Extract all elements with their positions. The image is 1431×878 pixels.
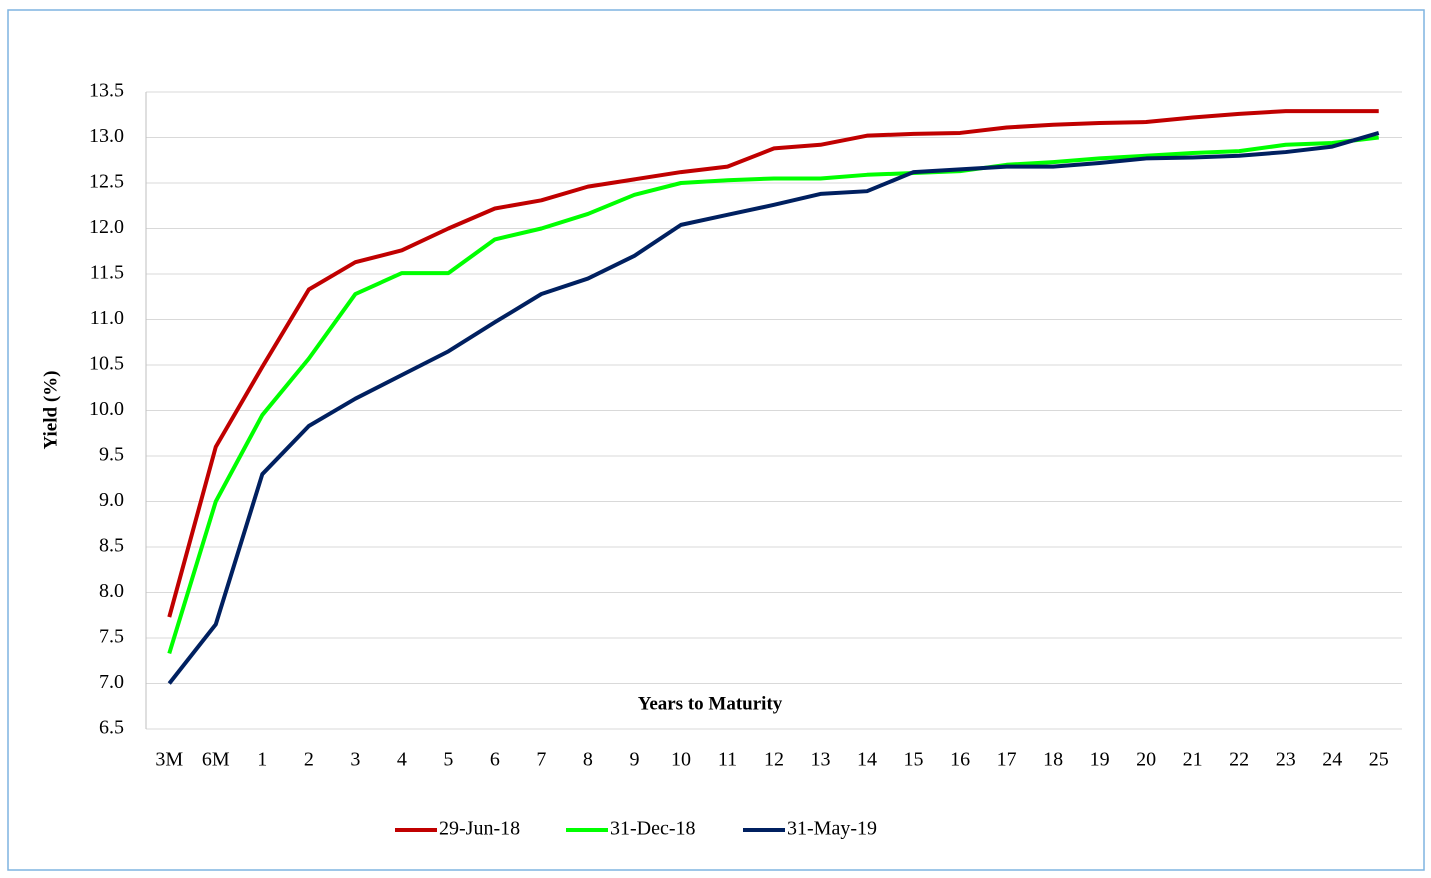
x-tick-label: 15 (904, 749, 924, 771)
x-tick-label: 24 (1322, 749, 1342, 771)
y-tick-label: 12.0 (89, 216, 124, 238)
x-tick-label: 23 (1276, 749, 1296, 771)
y-tick-label: 11.5 (90, 262, 124, 284)
x-tick-label: 10 (671, 749, 691, 771)
legend-label: 31-May-19 (787, 818, 877, 840)
y-tick-label: 8.5 (99, 535, 124, 557)
series-line (167, 131, 1380, 685)
y-tick-label: 13.0 (89, 125, 124, 147)
x-tick-label: 18 (1043, 749, 1063, 771)
x-tick-label: 14 (857, 749, 877, 771)
x-tick-label: 19 (1090, 749, 1110, 771)
y-tick-label: 6.5 (99, 717, 124, 739)
x-tick-label: 11 (718, 749, 737, 771)
series-line (167, 109, 1379, 618)
x-tick-label: 7 (536, 749, 546, 771)
y-tick-label: 7.0 (99, 671, 124, 693)
x-tick-label: 4 (397, 749, 407, 771)
x-tick-label: 20 (1136, 749, 1156, 771)
y-tick-label: 13.5 (89, 80, 124, 102)
y-axis-label: Yield (%) (40, 371, 61, 450)
x-tick-label: 3M (155, 749, 183, 771)
x-tick-label: 6 (490, 749, 500, 771)
legend-label: 29-Jun-18 (439, 818, 520, 840)
x-tick-label: 6M (202, 749, 230, 771)
y-tick-label: 7.5 (99, 626, 124, 648)
chart-border (7, 9, 1425, 871)
x-tick-label: 25 (1369, 749, 1389, 771)
y-tick-label: 9.0 (99, 489, 124, 511)
y-tick-label: 8.0 (99, 580, 124, 602)
y-tick-label: 10.5 (89, 353, 124, 375)
x-tick-label: 2 (304, 749, 314, 771)
x-axis-label: Years to Maturity (638, 693, 783, 714)
x-tick-label: 16 (950, 749, 970, 771)
series-line (167, 135, 1379, 655)
x-tick-label: 5 (443, 749, 453, 771)
y-tick-label: 11.0 (90, 307, 124, 329)
x-tick-label: 9 (629, 749, 639, 771)
x-tick-label: 12 (764, 749, 784, 771)
y-tick-label: 9.5 (99, 444, 124, 466)
x-tick-label: 21 (1183, 749, 1203, 771)
x-tick-label: 1 (257, 749, 267, 771)
y-tick-label: 12.5 (89, 171, 124, 193)
x-tick-label: 8 (583, 749, 593, 771)
x-tick-label: 13 (811, 749, 831, 771)
legend-label: 31-Dec-18 (610, 818, 696, 840)
x-tick-label: 22 (1229, 749, 1249, 771)
y-tick-label: 10.0 (89, 398, 124, 420)
x-tick-label: 17 (997, 749, 1017, 771)
x-tick-label: 3 (350, 749, 360, 771)
